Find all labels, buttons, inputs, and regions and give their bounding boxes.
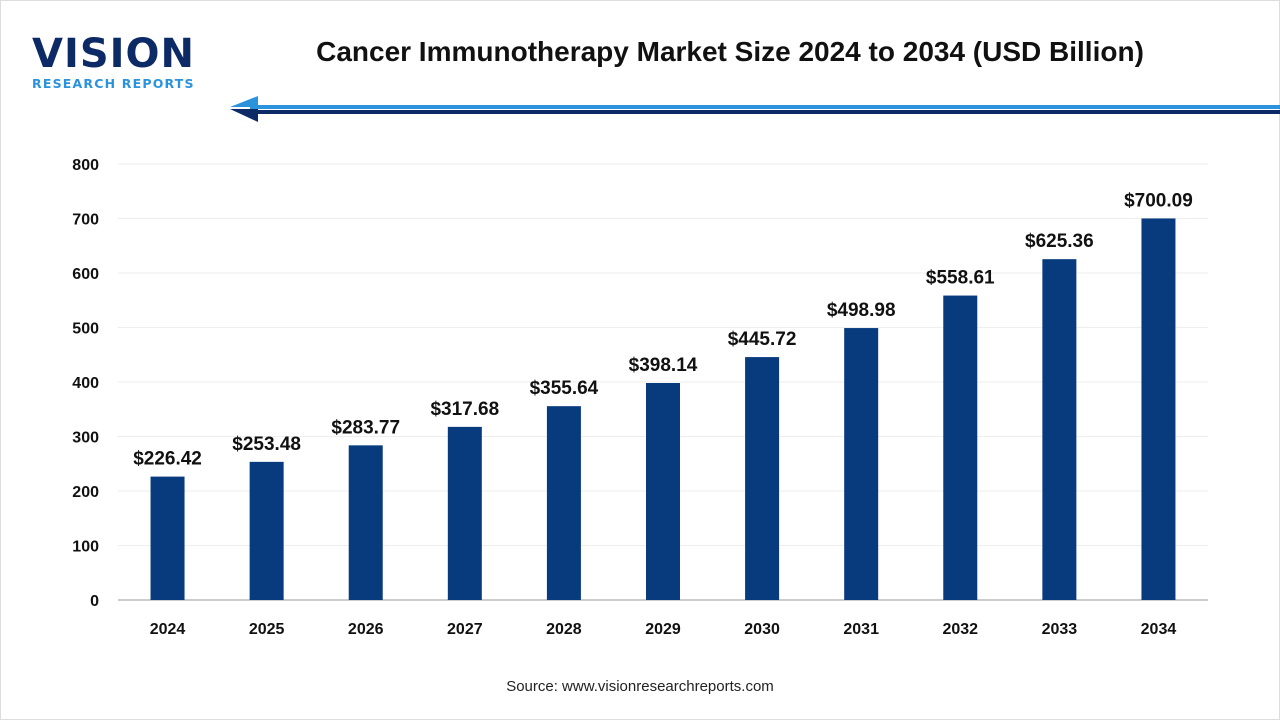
logo-subtitle: RESEARCH REPORTS [32,76,195,91]
y-tick-label: 300 [72,430,99,447]
y-tick-label: 600 [72,266,99,283]
y-tick-label: 200 [72,484,99,501]
bar-2027 [447,426,482,600]
x-tick-label: 2032 [942,621,978,638]
data-label: $317.68 [430,399,499,420]
x-tick-label: 2031 [843,621,879,638]
bar-2025 [249,461,284,600]
bar-2033 [1042,259,1077,600]
y-tick-label: 100 [72,539,99,556]
source-note: Source: www.visionresearchreports.com [506,678,774,695]
bar-2031 [844,328,879,600]
bar-2030 [745,357,780,600]
data-label: $700.09 [1124,190,1193,211]
data-label: $445.72 [728,329,797,350]
bar-2032 [943,295,978,600]
data-label: $625.36 [1025,231,1094,252]
x-tick-label: 2025 [249,621,285,638]
data-label: $226.42 [133,449,202,470]
x-tick-label: 2027 [447,621,483,638]
x-tick-label: 2033 [1042,621,1078,638]
header-arrow [230,96,1280,122]
x-tick-label: 2026 [348,621,384,638]
x-tick-label: 2024 [150,621,186,638]
y-tick-label: 700 [72,212,99,229]
bar-2034 [1141,218,1176,601]
x-tick-label: 2028 [546,621,582,638]
data-label: $283.77 [331,417,400,438]
y-tick-label: 500 [72,321,99,338]
bar-2028 [546,406,581,600]
data-label: $398.14 [629,355,698,376]
bar-2026 [348,445,383,600]
y-tick-label: 800 [72,157,99,174]
logo: VISION RESEARCH REPORTS [32,34,195,91]
y-tick-label: 400 [72,375,99,392]
data-label: $558.61 [926,268,995,289]
bar-2029 [646,383,680,600]
y-tick-label: 0 [90,593,99,610]
chart-title: Cancer Immunotherapy Market Size 2024 to… [316,36,1144,67]
data-label: $355.64 [530,378,599,399]
x-tick-label: 2034 [1141,621,1177,638]
x-tick-label: 2029 [645,621,681,638]
data-label: $253.48 [232,434,301,455]
data-label: $498.98 [827,300,896,321]
bar-2024 [150,476,185,600]
logo-name: VISION [32,31,196,77]
x-tick-label: 2030 [744,621,780,638]
